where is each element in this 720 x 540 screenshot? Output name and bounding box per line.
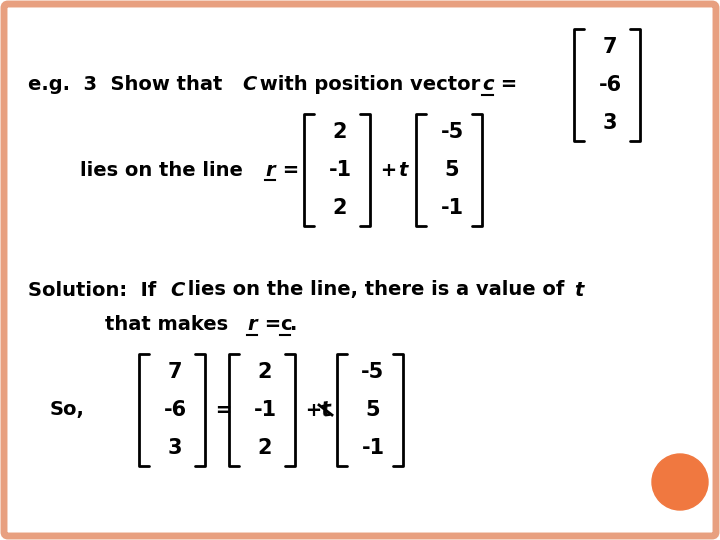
Circle shape — [652, 454, 708, 510]
Text: c: c — [482, 76, 493, 94]
Text: C: C — [170, 280, 184, 300]
Text: -5: -5 — [441, 122, 464, 142]
Text: -1: -1 — [328, 160, 351, 180]
Text: t: t — [398, 160, 408, 179]
Text: =: = — [276, 160, 300, 179]
Text: -6: -6 — [163, 400, 186, 420]
Text: 5: 5 — [445, 160, 459, 180]
Text: =: = — [494, 76, 517, 94]
Text: +: + — [299, 401, 323, 420]
Text: c: c — [280, 315, 292, 334]
Text: r: r — [247, 315, 256, 334]
Text: 7: 7 — [168, 362, 182, 382]
Text: t: t — [574, 280, 583, 300]
Text: r: r — [265, 160, 274, 179]
Text: 2: 2 — [258, 362, 272, 382]
Text: -6: -6 — [598, 75, 621, 95]
Text: +: + — [374, 160, 397, 179]
Text: 3: 3 — [603, 113, 617, 133]
Text: C: C — [242, 76, 256, 94]
Text: .: . — [290, 315, 297, 334]
Text: 7: 7 — [603, 37, 617, 57]
Text: 3: 3 — [168, 438, 182, 458]
Text: e.g.  3  Show that: e.g. 3 Show that — [28, 76, 229, 94]
Text: with position vector: with position vector — [253, 76, 487, 94]
Text: =: = — [209, 401, 233, 420]
Text: 2: 2 — [258, 438, 272, 458]
Text: 5: 5 — [366, 400, 380, 420]
Text: Solution:  If: Solution: If — [28, 280, 163, 300]
Text: -5: -5 — [361, 362, 384, 382]
Text: lies on the line: lies on the line — [80, 160, 250, 179]
Text: 2: 2 — [333, 198, 347, 218]
Text: =: = — [258, 315, 288, 334]
FancyBboxPatch shape — [4, 4, 716, 536]
Text: t: t — [318, 400, 332, 421]
Text: 2: 2 — [333, 122, 347, 142]
Text: -1: -1 — [253, 400, 276, 420]
Text: -1: -1 — [441, 198, 464, 218]
Text: So,: So, — [50, 401, 85, 420]
Text: that makes: that makes — [105, 315, 235, 334]
Text: lies on the line, there is a value of: lies on the line, there is a value of — [181, 280, 571, 300]
Text: -1: -1 — [361, 438, 384, 458]
